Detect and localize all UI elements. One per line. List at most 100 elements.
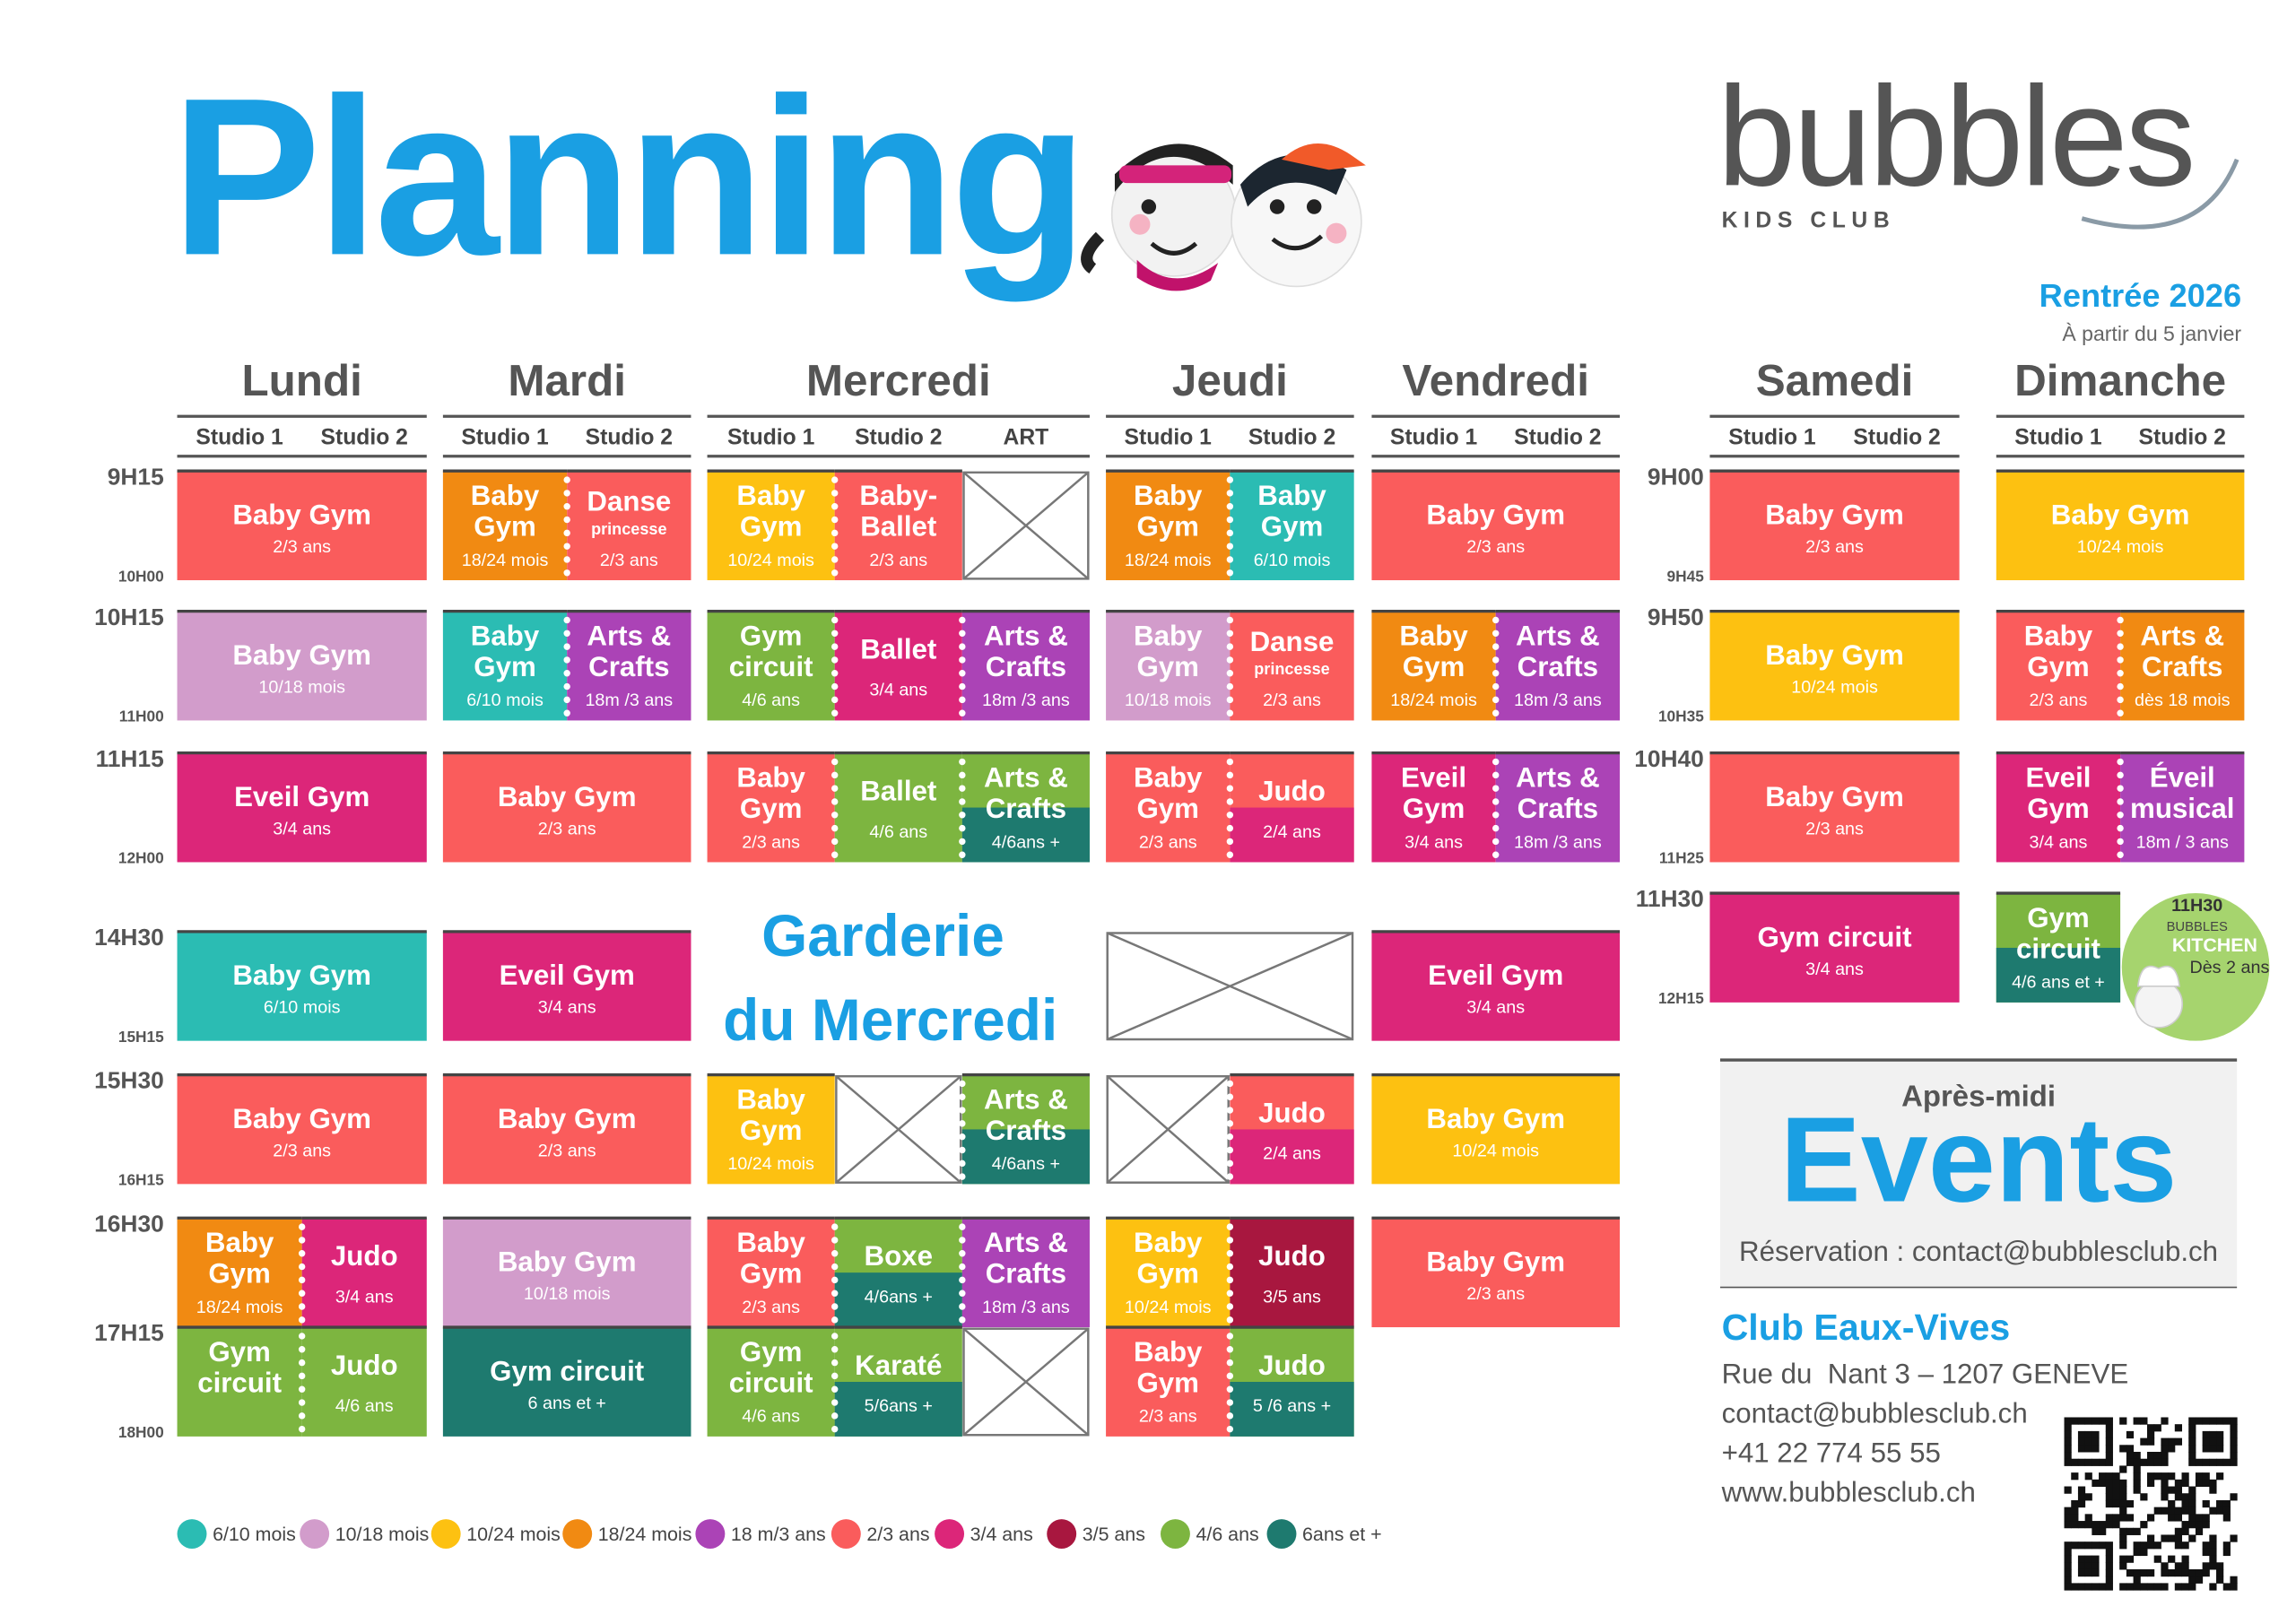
qr-module bbox=[2133, 1417, 2141, 1425]
qr-module bbox=[2105, 1445, 2113, 1453]
qr-module bbox=[2140, 1548, 2148, 1557]
activity: Baby Gym 2/3 ans bbox=[177, 1073, 427, 1185]
qr-module bbox=[2077, 1445, 2086, 1453]
legend-swatch bbox=[695, 1519, 726, 1550]
qr-module bbox=[2181, 1562, 2189, 1570]
qr-module bbox=[2119, 1493, 2127, 1501]
qr-module bbox=[2105, 1548, 2113, 1557]
empty-cross bbox=[1106, 1075, 1230, 1184]
activity-title: Baby Gym bbox=[1426, 1103, 1565, 1134]
activity-age: 10/24 mois bbox=[1452, 1141, 1539, 1160]
qr-module bbox=[2174, 1534, 2183, 1542]
activity-title: Gym bbox=[1136, 651, 1199, 682]
activity-block bbox=[442, 611, 568, 721]
activity-age: 18/24 mois bbox=[462, 551, 549, 570]
qr-module bbox=[2168, 1568, 2176, 1577]
qr-module bbox=[2140, 1541, 2148, 1550]
qr-module bbox=[2126, 1527, 2135, 1535]
qr-module bbox=[2133, 1548, 2141, 1557]
activity-title: Gym bbox=[1136, 793, 1199, 824]
qr-module bbox=[2064, 1548, 2072, 1557]
qr-module bbox=[2092, 1430, 2100, 1439]
qr-module bbox=[2222, 1583, 2231, 1591]
time-start: 9H15 bbox=[108, 463, 164, 490]
activity-title: musical bbox=[2130, 793, 2234, 824]
studio-label: Studio 1 bbox=[1728, 426, 1816, 450]
day-name: Mardi bbox=[508, 356, 626, 405]
activity-age: 3/4 ans bbox=[335, 1287, 394, 1307]
activity-title: Gym bbox=[740, 1258, 803, 1290]
activity-block bbox=[442, 1327, 691, 1437]
qr-module bbox=[2209, 1562, 2217, 1570]
activity-title: Crafts bbox=[1518, 651, 1598, 682]
activity-block bbox=[1230, 471, 1354, 581]
activity-title: Baby Gym bbox=[1765, 499, 1904, 531]
activity: Judo 2/4 ans bbox=[1226, 751, 1354, 863]
qr-module bbox=[2092, 1437, 2100, 1446]
legend-label: 6ans et + bbox=[1302, 1524, 1382, 1545]
qr-module bbox=[2188, 1437, 2196, 1446]
qr-module bbox=[2230, 1452, 2238, 1460]
time-start: 11H30 bbox=[1636, 885, 1704, 912]
activity-title: Judo bbox=[331, 1350, 398, 1381]
qr-module bbox=[2077, 1493, 2086, 1501]
activity-age: 6/10 mois bbox=[264, 998, 341, 1018]
qr-module bbox=[2064, 1452, 2072, 1460]
qr-module bbox=[2133, 1486, 2141, 1494]
qr-module bbox=[2071, 1507, 2079, 1515]
activity-block bbox=[301, 1327, 427, 1437]
activity-block bbox=[177, 471, 427, 581]
activity: Baby Gym 10/18 mois bbox=[442, 1216, 691, 1328]
qr-module bbox=[2084, 1541, 2092, 1550]
qr-module bbox=[2084, 1562, 2092, 1570]
qr-module bbox=[2216, 1437, 2224, 1446]
qr-module bbox=[2216, 1445, 2224, 1453]
qr-module bbox=[2202, 1472, 2210, 1481]
qr-module bbox=[2188, 1507, 2196, 1515]
qr-module bbox=[2146, 1458, 2155, 1466]
qr-module bbox=[2188, 1534, 2196, 1542]
qr-module bbox=[2168, 1437, 2176, 1446]
activity-block bbox=[1106, 611, 1231, 721]
activity-block bbox=[442, 1218, 691, 1328]
qr-module bbox=[2174, 1507, 2183, 1515]
qr-module bbox=[2209, 1458, 2217, 1466]
activity: Judo 3/4 ans bbox=[298, 1216, 427, 1328]
qr-module bbox=[2077, 1562, 2086, 1570]
qr-module bbox=[2202, 1479, 2210, 1488]
qr-module bbox=[2119, 1562, 2127, 1570]
activity-block bbox=[707, 1074, 835, 1185]
activity-title: Arts & bbox=[2140, 621, 2224, 652]
qr-module bbox=[2077, 1541, 2086, 1550]
activity-block bbox=[707, 611, 835, 721]
activity-block-lower bbox=[961, 1129, 1090, 1185]
qr-module bbox=[2119, 1541, 2127, 1550]
activity-age: 3/5 ans bbox=[1263, 1287, 1321, 1307]
activity: Danse princesse 2/3 ans bbox=[563, 469, 691, 581]
qr-module bbox=[2126, 1514, 2135, 1522]
activity-block-lower bbox=[1230, 1129, 1354, 1185]
activity: Baby Gym 2/3 ans bbox=[442, 751, 691, 863]
activity-age: 4/6ans + bbox=[865, 1287, 933, 1307]
legend-label: 3/4 ans bbox=[970, 1524, 1033, 1545]
activity-block bbox=[2120, 611, 2245, 721]
qr-module bbox=[2168, 1472, 2176, 1481]
qr-module bbox=[2188, 1424, 2196, 1432]
qr-module bbox=[2099, 1521, 2107, 1529]
empty-cross bbox=[962, 471, 1090, 580]
qr-module bbox=[2188, 1576, 2196, 1584]
activity-age: 6/10 mois bbox=[1254, 551, 1331, 570]
qr-module bbox=[2181, 1472, 2189, 1481]
season-note: À partir du 5 janvier bbox=[2062, 322, 2241, 345]
activity-title: Baby bbox=[1134, 621, 1203, 652]
club-line: www.bubblesclub.ch bbox=[1721, 1477, 1976, 1508]
activity-title: Baby bbox=[736, 762, 805, 794]
activity-title: Crafts bbox=[986, 793, 1066, 824]
garderie-line: Garderie bbox=[761, 902, 1004, 968]
activity-age: 2/3 ans bbox=[1805, 819, 1864, 838]
activity-block bbox=[1709, 752, 1960, 863]
